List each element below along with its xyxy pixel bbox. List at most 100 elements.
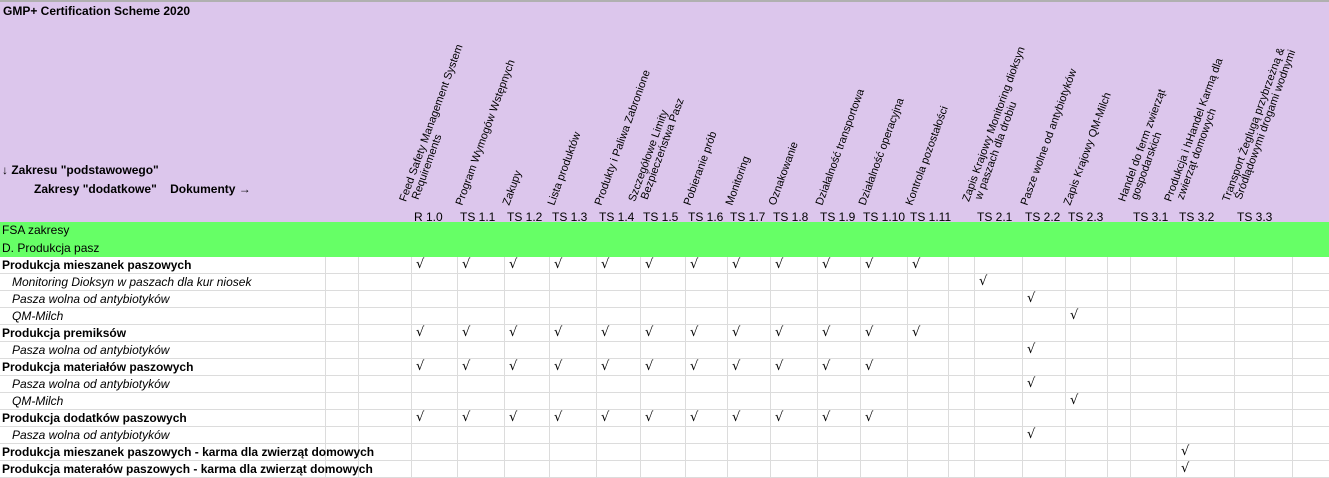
check-mark-icon[interactable]: √	[775, 410, 784, 425]
check-mark-icon[interactable]: √	[732, 359, 741, 374]
table-row[interactable]: Pasza wolna od antybiotyków √	[0, 291, 1329, 308]
check-mark-icon[interactable]: √	[822, 359, 831, 374]
check-mark-icon[interactable]: √	[1027, 342, 1036, 357]
section-feed-production[interactable]: D. Produkcja pasz	[0, 240, 1329, 257]
check-mark-icon[interactable]: √	[865, 257, 874, 272]
check-mark-icon[interactable]: √	[1070, 308, 1079, 323]
check-mark-icon[interactable]: √	[416, 325, 425, 340]
column-code[interactable]: TS 1.5	[643, 210, 679, 224]
check-mark-icon[interactable]: √	[601, 257, 610, 272]
column-code[interactable]: TS 1.3	[552, 210, 588, 224]
check-mark-icon[interactable]: √	[554, 325, 563, 340]
check-mark-icon[interactable]: √	[462, 359, 471, 374]
check-mark-icon[interactable]: √	[462, 257, 471, 272]
check-mark-icon[interactable]: √	[912, 325, 921, 340]
check-mark-icon[interactable]: √	[775, 257, 784, 272]
check-mark-icon[interactable]: √	[865, 325, 874, 340]
table-row[interactable]: Pasza wolna od antybiotyków √	[0, 427, 1329, 444]
grid-line	[1234, 257, 1235, 478]
check-mark-icon[interactable]: √	[509, 359, 518, 374]
check-mark-icon[interactable]: √	[912, 257, 921, 272]
check-mark-icon[interactable]: √	[865, 410, 874, 425]
check-mark-icon[interactable]: √	[775, 359, 784, 374]
check-mark-icon[interactable]: √	[645, 325, 654, 340]
row-label: Produkcja mieszanek paszowych	[2, 258, 192, 272]
table-row[interactable]: Produkcja materałów paszowych - karma dl…	[0, 461, 1329, 478]
check-mark-icon[interactable]: √	[732, 325, 741, 340]
check-mark-icon[interactable]: √	[690, 359, 699, 374]
table-row[interactable]: QM-Milch √	[0, 393, 1329, 410]
column-code[interactable]: TS 1.7	[730, 210, 766, 224]
check-mark-icon[interactable]: √	[732, 257, 741, 272]
column-code[interactable]: TS 1.9	[820, 210, 856, 224]
check-mark-icon[interactable]: √	[416, 257, 425, 272]
check-mark-icon[interactable]: √	[1027, 291, 1036, 306]
check-mark-icon[interactable]: √	[416, 410, 425, 425]
table-row[interactable]: Pasza wolna od antybiotyków √	[0, 376, 1329, 393]
check-mark-icon[interactable]: √	[1027, 427, 1036, 442]
column-code[interactable]: TS 1.8	[773, 210, 809, 224]
check-mark-icon[interactable]: √	[462, 325, 471, 340]
table-row[interactable]: Produkcja mieszanek paszowych - karma dl…	[0, 444, 1329, 461]
check-mark-icon[interactable]: √	[601, 325, 610, 340]
grid-line	[1176, 257, 1177, 478]
section-fsa-scopes[interactable]: FSA zakresy	[0, 222, 1329, 240]
check-mark-icon[interactable]: √	[1070, 393, 1079, 408]
row-label: Monitoring Dioksyn w paszach dla kur nio…	[12, 275, 252, 289]
column-code[interactable]: TS 1.11	[910, 210, 952, 224]
check-mark-icon[interactable]: √	[732, 410, 741, 425]
check-mark-icon[interactable]: √	[865, 359, 874, 374]
check-mark-icon[interactable]: √	[822, 257, 831, 272]
check-mark-icon[interactable]: √	[645, 359, 654, 374]
table-row[interactable]: Produkcja mieszanek paszowych √ √ √ √ √ √ √ √ √ √ √…	[0, 257, 1329, 274]
check-mark-icon[interactable]: √	[509, 325, 518, 340]
grid-line	[817, 257, 818, 478]
check-mark-icon[interactable]: √	[645, 410, 654, 425]
check-mark-icon[interactable]: √	[690, 325, 699, 340]
check-mark-icon[interactable]: √	[1027, 376, 1036, 391]
column-code[interactable]: R 1.0	[414, 210, 443, 224]
check-mark-icon[interactable]: √	[822, 325, 831, 340]
column-code[interactable]: TS 2.1	[977, 210, 1013, 224]
check-mark-icon[interactable]: √	[554, 257, 563, 272]
table-row[interactable]: QM-Milch √	[0, 308, 1329, 325]
column-code[interactable]: TS 3.2	[1179, 210, 1215, 224]
check-mark-icon[interactable]: √	[416, 359, 425, 374]
table-row[interactable]: Produkcja dodatków paszowych √ √ √ √ √ √ √ √ √ √ √	[0, 410, 1329, 427]
check-mark-icon[interactable]: √	[979, 274, 988, 289]
table-row[interactable]: Monitoring Dioksyn w paszach dla kur nio…	[0, 274, 1329, 291]
column-code[interactable]: TS 1.1	[460, 210, 496, 224]
check-mark-icon[interactable]: √	[554, 410, 563, 425]
row-label: Produkcja materiałów paszowych	[2, 360, 194, 374]
row-label: Pasza wolna od antybiotyków	[12, 292, 170, 306]
table-row[interactable]: Pasza wolna od antybiotyków √	[0, 342, 1329, 359]
row-label: QM-Milch	[12, 309, 64, 323]
column-code[interactable]: TS 2.2	[1025, 210, 1061, 224]
check-mark-icon[interactable]: √	[690, 257, 699, 272]
check-mark-icon[interactable]: √	[775, 325, 784, 340]
column-code[interactable]: TS 1.2	[507, 210, 543, 224]
section-label: D. Produkcja pasz	[2, 241, 100, 255]
column-code[interactable]: TS 3.1	[1133, 210, 1169, 224]
check-mark-icon[interactable]: √	[554, 359, 563, 374]
column-code[interactable]: TS 1.6	[688, 210, 724, 224]
check-mark-icon[interactable]: √	[509, 257, 518, 272]
check-mark-icon[interactable]: √	[601, 410, 610, 425]
check-mark-icon[interactable]: √	[509, 410, 518, 425]
table-row[interactable]: Produkcja premiksów √ √ √ √ √ √ √ √ √ √ √ √	[0, 325, 1329, 342]
column-code[interactable]: TS 1.10	[863, 210, 906, 224]
grid-line	[549, 257, 550, 478]
check-mark-icon[interactable]: √	[462, 410, 471, 425]
check-mark-icon[interactable]: √	[1181, 461, 1190, 476]
column-header-ts-1-2: Zakupy	[500, 168, 525, 207]
check-mark-icon[interactable]: √	[601, 359, 610, 374]
check-mark-icon[interactable]: √	[645, 257, 654, 272]
check-mark-icon[interactable]: √	[822, 410, 831, 425]
table-row[interactable]: Produkcja materiałów paszowych √ √ √ √ √ √ √ √ √ √…	[0, 359, 1329, 376]
check-mark-icon[interactable]: √	[1181, 444, 1190, 459]
column-code[interactable]: TS 3.3	[1237, 210, 1273, 224]
column-code[interactable]: TS 2.3	[1068, 210, 1104, 224]
documents-label: Dokumenty →	[170, 182, 251, 196]
check-mark-icon[interactable]: √	[690, 410, 699, 425]
column-code[interactable]: TS 1.4	[599, 210, 635, 224]
